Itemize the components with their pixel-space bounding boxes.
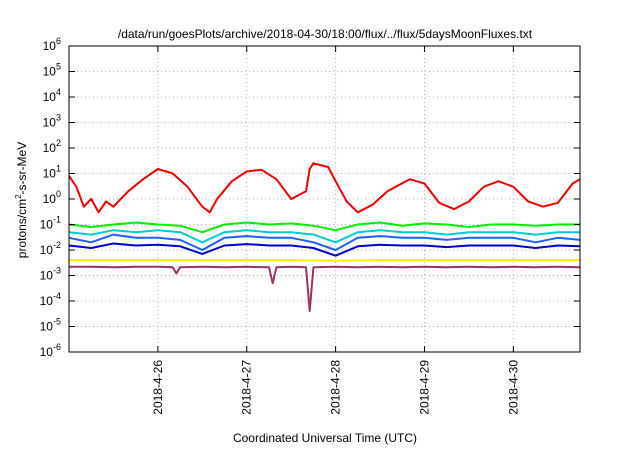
series-line — [68, 221, 580, 234]
x-tick-label: 2018-4-28 — [329, 360, 343, 415]
y-tick-label: 10-2 — [40, 240, 61, 257]
series-line — [68, 242, 581, 257]
axis-ticks: 10-6 10-5 10-4 10-3 10-2 10-1 100 101 102 103 104 1… — [40, 36, 580, 415]
plot-frame — [68, 45, 581, 353]
y-axis-label-rest: -s-sr-MeV — [15, 142, 29, 195]
y-tick-label: 10-3 — [40, 266, 61, 283]
series-line — [69, 265, 581, 313]
series-line — [69, 259, 580, 262]
y-tick-label: 105 — [43, 62, 61, 79]
y-axis-label: protons/cm2-s-sr-MeV — [14, 142, 29, 258]
y-tick-label: 101 — [43, 164, 61, 181]
series-line — [68, 233, 581, 251]
chart-title: /data/run/goesPlots/archive/2018-04-30/1… — [118, 27, 533, 41]
series-line — [68, 162, 581, 214]
y-tick-label: 102 — [43, 138, 61, 155]
x-tick-label: 2018-4-29 — [417, 360, 431, 415]
y-tick-label: 100 — [43, 189, 61, 206]
y-tick-label: 104 — [43, 87, 61, 104]
x-tick-label: 2018-4-26 — [151, 360, 165, 415]
y-tick-label: 103 — [43, 113, 61, 130]
y-tick-label: 10-6 — [40, 342, 61, 359]
y-tick-label: 10-1 — [40, 215, 61, 232]
x-axis-label: Coordinated Universal Time (UTC) — [233, 431, 417, 445]
series-lines — [68, 162, 581, 313]
y-tick-label: 10-4 — [40, 291, 61, 308]
x-tick-label: 2018-4-30 — [506, 360, 520, 415]
y-tick-label: 106 — [43, 36, 61, 53]
y-axis-label-sup: 2 — [14, 194, 23, 199]
grid-lines — [69, 46, 580, 352]
x-tick-label: 2018-4-27 — [240, 360, 254, 415]
y-axis-label-main: protons/cm — [15, 199, 29, 258]
series-line — [68, 229, 580, 244]
y-tick-label: 10-5 — [40, 317, 61, 334]
